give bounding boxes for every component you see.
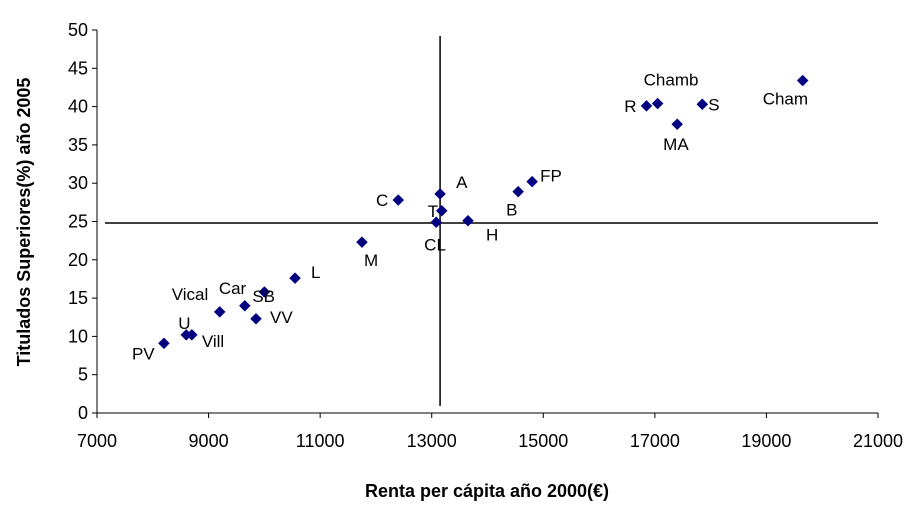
point-label-cham: Cham: [763, 90, 808, 109]
point-label-fp: FP: [540, 167, 562, 186]
data-point-cham: [796, 74, 809, 87]
point-label-t: T: [428, 202, 438, 221]
data-point-h: [462, 214, 474, 227]
x-tick-label: 15000: [518, 431, 568, 451]
data-point-car: [238, 299, 251, 312]
y-tick-label: 20: [68, 250, 88, 270]
point-label-sb: SB: [252, 287, 275, 306]
point-label-pv: PV: [132, 344, 155, 363]
data-point-a: [434, 188, 446, 200]
data-point-c: [392, 194, 405, 206]
y-tick-label: 15: [68, 288, 88, 308]
x-tick-label: 19000: [741, 431, 791, 451]
data-point-sb: [258, 286, 271, 298]
y-tick-label: 30: [68, 173, 88, 193]
y-tick-label: 5: [78, 365, 88, 385]
x-tick-label: 17000: [630, 431, 680, 451]
point-label-u: U: [178, 314, 190, 333]
y-tick-label: 0: [78, 403, 88, 423]
point-label-vill: Vill: [202, 332, 224, 351]
x-tick-label: 9000: [189, 431, 229, 451]
data-point-r: [640, 99, 653, 112]
data-point-l: [289, 272, 301, 285]
point-label-s: S: [708, 95, 719, 114]
x-axis-title: Renta per cápita año 2000(€): [365, 481, 609, 501]
point-label-m: M: [364, 251, 378, 270]
data-point-chamb: [651, 97, 664, 110]
y-axis-title: Titulados Superiores(%) año 2005: [14, 78, 34, 367]
data-point-fp: [526, 175, 538, 188]
data-point-vv: [250, 312, 262, 325]
data-point-ma: [671, 118, 684, 131]
y-tick-label: 35: [68, 135, 88, 155]
x-tick-label: 21000: [853, 431, 903, 451]
point-label-c: C: [376, 191, 388, 210]
plot-area: 0 5 10 15 20 25 30 35 40 45 50 7000 9000 11000 13000 1…: [68, 20, 903, 451]
point-label-vical: Vical: [172, 285, 209, 304]
x-tick-label: 13000: [407, 431, 457, 451]
y-tick-label: 45: [68, 58, 88, 78]
point-label-vv: VV: [270, 308, 293, 327]
point-label-b: B: [506, 201, 517, 220]
data-point-vill: [185, 329, 198, 341]
point-label-l: L: [311, 263, 320, 282]
point-label-ma: MA: [663, 135, 689, 154]
point-label-a: A: [456, 173, 468, 192]
y-tick-label: 25: [68, 212, 88, 232]
point-label-chamb: Chamb: [644, 71, 699, 90]
data-point-t: [435, 204, 448, 217]
point-label-car: Car: [219, 279, 247, 298]
y-tick-label: 50: [68, 20, 88, 40]
point-label-cl: CL: [424, 235, 446, 254]
data-point-b: [512, 185, 525, 198]
y-tick-label: 40: [68, 97, 88, 117]
data-points: [158, 74, 809, 350]
data-point-cl: [430, 216, 443, 229]
point-label-h: H: [486, 226, 498, 245]
data-point-m: [356, 236, 368, 249]
x-tick-label: 7000: [77, 431, 117, 451]
x-axis-ticks: 7000 9000 11000 13000 15000 17000 19000 21000: [77, 413, 903, 451]
y-tick-label: 10: [68, 326, 88, 346]
data-point-vical: [213, 306, 226, 318]
point-label-r: R: [624, 97, 636, 116]
point-labels: Cham S Chamb R MA FP B A C T H CL M L SB Car VV Vical U Vil…: [132, 71, 808, 364]
data-point-pv: [158, 337, 170, 350]
data-point-s: [696, 98, 709, 111]
y-axis-ticks: 0 5 10 15 20 25 30 35 40 45 50: [68, 20, 97, 423]
x-tick-label: 11000: [296, 431, 345, 451]
